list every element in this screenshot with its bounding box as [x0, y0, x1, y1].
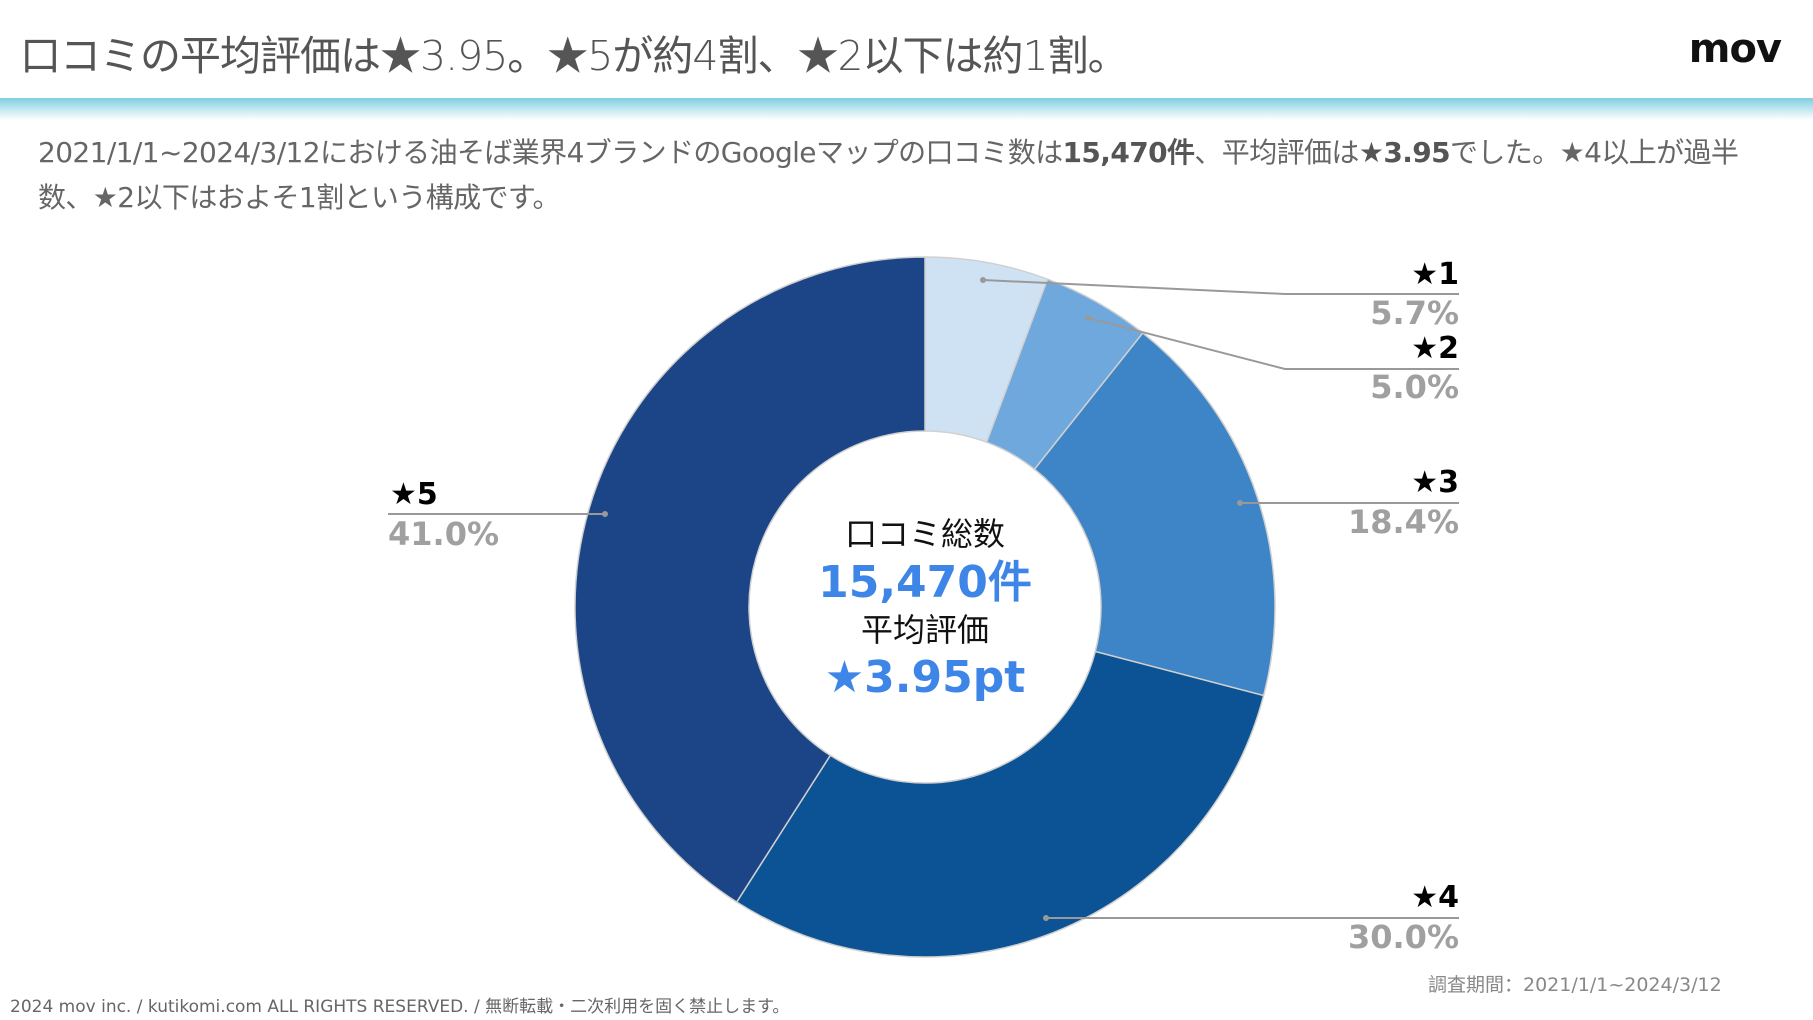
leader-line-star2	[1087, 317, 1459, 370]
value-label-star5: 41.0%	[388, 515, 499, 553]
page-title: 口コミの平均評価は★3.95。★5が約4割、★2以下は約1割。	[20, 32, 1129, 80]
description-average: ★3.95	[1358, 136, 1451, 169]
leader-dot-star1	[980, 277, 986, 283]
slice-star3	[1033, 331, 1276, 697]
center-value-average: ★3.95pt	[825, 652, 1026, 703]
leader-dot-star4	[1043, 915, 1049, 921]
center-label-average: 平均評価	[861, 611, 989, 649]
leader-dot-star5	[602, 511, 608, 517]
description: 2021/1/1~2024/3/12における油そば業界4ブランドのGoogleマ…	[38, 130, 1778, 220]
description-text: 、平均評価は	[1194, 136, 1359, 169]
category-label-star1: ★1	[1411, 257, 1459, 292]
category-label-star2: ★2	[1411, 331, 1459, 366]
value-label-star2: 5.0%	[1370, 368, 1459, 406]
category-label-star5: ★5	[390, 477, 438, 512]
category-label-star3: ★3	[1411, 465, 1459, 500]
description-review-count: 15,470件	[1062, 136, 1195, 169]
leader-lines	[388, 277, 1459, 921]
value-label-star1: 5.7%	[1370, 294, 1459, 332]
description-text: 2021/1/1~2024/3/12における油そば業界4ブランドのGoogleマ…	[38, 136, 1063, 169]
leader-dot-star3	[1237, 500, 1243, 506]
value-label-star4: 30.0%	[1348, 918, 1459, 956]
leader-dot-star2	[1085, 315, 1091, 321]
description-text: でした。★4以上が過半数、★2以下はおよそ1割という構成です。	[38, 136, 1739, 214]
category-label-star4: ★4	[1411, 880, 1459, 915]
slice-star4	[735, 650, 1265, 958]
survey-period: 調査期間：2021/1/1~2024/3/12	[1428, 974, 1722, 996]
mov-logo: mov	[1688, 26, 1782, 72]
slice-star5	[574, 256, 926, 904]
header-divider-band	[0, 98, 1813, 120]
leader-line-star1	[982, 279, 1459, 295]
value-label-star3: 18.4%	[1348, 503, 1459, 541]
center-label-total: 口コミ総数	[845, 515, 1005, 553]
center-value-total: 15,470件	[818, 557, 1032, 608]
copyright-footer: 2024 mov inc. / kutikomi.com ALL RIGHTS …	[10, 997, 790, 1017]
donut-slices	[574, 256, 1276, 958]
